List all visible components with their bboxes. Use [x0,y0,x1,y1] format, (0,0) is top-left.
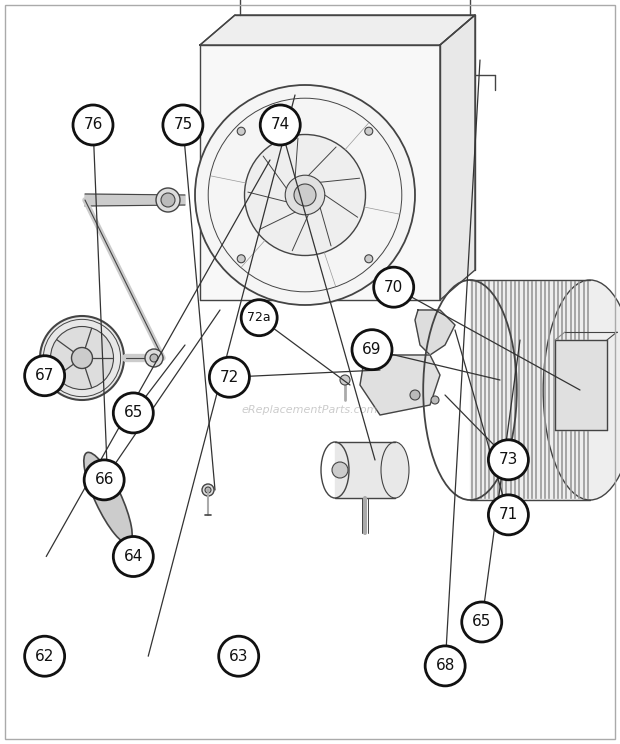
Text: 65: 65 [472,615,492,629]
Circle shape [241,300,277,336]
Circle shape [410,390,420,400]
Circle shape [25,356,64,396]
Circle shape [374,267,414,307]
Text: 74: 74 [270,118,290,132]
Circle shape [244,135,366,255]
Text: 68: 68 [435,658,455,673]
Text: 72a: 72a [247,311,271,324]
Circle shape [163,105,203,145]
Circle shape [237,254,246,263]
Circle shape [431,396,439,404]
Text: 62: 62 [35,649,55,664]
Circle shape [425,646,465,686]
Polygon shape [470,280,590,500]
Text: 65: 65 [123,405,143,420]
Circle shape [50,327,113,390]
Text: 73: 73 [498,452,518,467]
Text: 70: 70 [384,280,404,295]
Ellipse shape [543,280,620,500]
Circle shape [156,188,180,212]
Text: 69: 69 [362,342,382,357]
Circle shape [294,184,316,206]
Circle shape [352,330,392,370]
Text: 64: 64 [123,549,143,564]
Polygon shape [200,15,475,45]
Circle shape [462,602,502,642]
Circle shape [84,460,124,500]
Polygon shape [440,15,475,300]
Circle shape [71,347,92,368]
Circle shape [285,175,325,215]
Circle shape [113,393,153,433]
Circle shape [205,487,211,493]
Ellipse shape [84,452,132,544]
Circle shape [25,636,64,676]
Circle shape [332,462,348,478]
Ellipse shape [381,442,409,498]
Circle shape [145,349,163,367]
Circle shape [219,636,259,676]
Circle shape [489,495,528,535]
Circle shape [73,105,113,145]
Polygon shape [335,442,395,498]
Polygon shape [360,355,440,415]
Circle shape [202,484,214,496]
Text: 67: 67 [35,368,55,383]
Polygon shape [85,194,185,206]
Circle shape [195,85,415,305]
Circle shape [365,127,373,135]
Text: 71: 71 [498,507,518,522]
Text: eReplacementParts.com: eReplacementParts.com [242,405,378,415]
Circle shape [113,536,153,577]
Circle shape [150,354,158,362]
Circle shape [340,375,350,385]
Text: 66: 66 [94,472,114,487]
Text: 72: 72 [219,370,239,385]
Text: 63: 63 [229,649,249,664]
Text: 76: 76 [83,118,103,132]
Circle shape [489,440,528,480]
Polygon shape [555,340,607,430]
Circle shape [210,357,249,397]
Circle shape [365,254,373,263]
Circle shape [260,105,300,145]
Circle shape [237,127,246,135]
Polygon shape [415,310,455,355]
Circle shape [40,316,124,400]
Text: 75: 75 [173,118,193,132]
Polygon shape [200,45,440,300]
Circle shape [161,193,175,207]
